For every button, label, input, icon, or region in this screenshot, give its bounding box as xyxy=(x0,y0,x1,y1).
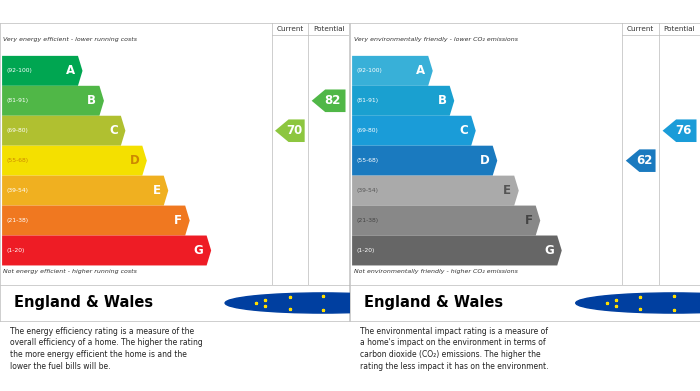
Text: (55-68): (55-68) xyxy=(6,158,29,163)
Text: C: C xyxy=(109,124,118,137)
Polygon shape xyxy=(352,146,497,176)
Polygon shape xyxy=(352,86,454,116)
Text: (81-91): (81-91) xyxy=(356,98,379,103)
Text: F: F xyxy=(524,214,533,227)
Text: C: C xyxy=(459,124,468,137)
Text: 82: 82 xyxy=(325,94,341,107)
Text: The energy efficiency rating is a measure of the
overall efficiency of a home. T: The energy efficiency rating is a measur… xyxy=(10,326,203,371)
Text: England & Wales: England & Wales xyxy=(14,296,153,310)
Polygon shape xyxy=(2,206,190,235)
Text: (69-80): (69-80) xyxy=(6,128,28,133)
Polygon shape xyxy=(2,56,83,86)
Text: Environmental Impact (CO₂) Rating: Environmental Impact (CO₂) Rating xyxy=(360,5,622,18)
Text: (21-38): (21-38) xyxy=(356,218,379,223)
Text: (39-54): (39-54) xyxy=(356,188,378,193)
Text: Potential: Potential xyxy=(664,26,695,32)
Text: EU Directive
2002/91/EC: EU Directive 2002/91/EC xyxy=(595,296,638,310)
Polygon shape xyxy=(352,116,476,146)
Circle shape xyxy=(575,293,700,313)
Text: 62: 62 xyxy=(636,154,653,167)
Polygon shape xyxy=(2,116,125,146)
Polygon shape xyxy=(352,235,562,265)
Text: F: F xyxy=(174,214,182,227)
Polygon shape xyxy=(352,206,540,235)
Text: Not energy efficient - higher running costs: Not energy efficient - higher running co… xyxy=(4,269,137,274)
Text: B: B xyxy=(88,94,97,107)
Polygon shape xyxy=(2,86,104,116)
Text: England & Wales: England & Wales xyxy=(364,296,503,310)
Circle shape xyxy=(225,293,421,313)
Polygon shape xyxy=(352,176,519,206)
Polygon shape xyxy=(662,119,696,142)
Polygon shape xyxy=(2,235,211,265)
Text: Energy Efficiency Rating: Energy Efficiency Rating xyxy=(10,5,194,18)
Text: (81-91): (81-91) xyxy=(6,98,29,103)
Polygon shape xyxy=(2,176,168,206)
Text: (69-80): (69-80) xyxy=(356,128,378,133)
Text: Potential: Potential xyxy=(313,26,344,32)
Polygon shape xyxy=(275,119,304,142)
Text: 76: 76 xyxy=(676,124,692,137)
Text: B: B xyxy=(438,94,447,107)
Text: Current: Current xyxy=(627,26,655,32)
Text: 70: 70 xyxy=(286,124,302,137)
Text: D: D xyxy=(130,154,139,167)
Polygon shape xyxy=(312,90,346,112)
Text: A: A xyxy=(66,65,75,77)
Text: G: G xyxy=(194,244,204,257)
Text: (39-54): (39-54) xyxy=(6,188,28,193)
Text: (1-20): (1-20) xyxy=(6,248,25,253)
Text: A: A xyxy=(416,65,425,77)
Text: E: E xyxy=(503,184,511,197)
Text: Very energy efficient - lower running costs: Very energy efficient - lower running co… xyxy=(4,38,137,42)
Polygon shape xyxy=(626,149,655,172)
Text: (21-38): (21-38) xyxy=(6,218,29,223)
Text: (1-20): (1-20) xyxy=(356,248,374,253)
Text: E: E xyxy=(153,184,160,197)
Polygon shape xyxy=(352,56,433,86)
Text: The environmental impact rating is a measure of
a home's impact on the environme: The environmental impact rating is a mea… xyxy=(360,326,549,371)
Text: D: D xyxy=(480,154,489,167)
Text: (92-100): (92-100) xyxy=(6,68,32,74)
Text: EU Directive
2002/91/EC: EU Directive 2002/91/EC xyxy=(244,296,287,310)
Text: G: G xyxy=(545,244,554,257)
Text: Very environmentally friendly - lower CO₂ emissions: Very environmentally friendly - lower CO… xyxy=(354,38,517,42)
Text: Current: Current xyxy=(276,26,304,32)
Text: (55-68): (55-68) xyxy=(356,158,379,163)
Text: Not environmentally friendly - higher CO₂ emissions: Not environmentally friendly - higher CO… xyxy=(354,269,517,274)
Polygon shape xyxy=(2,146,147,176)
Text: (92-100): (92-100) xyxy=(356,68,382,74)
